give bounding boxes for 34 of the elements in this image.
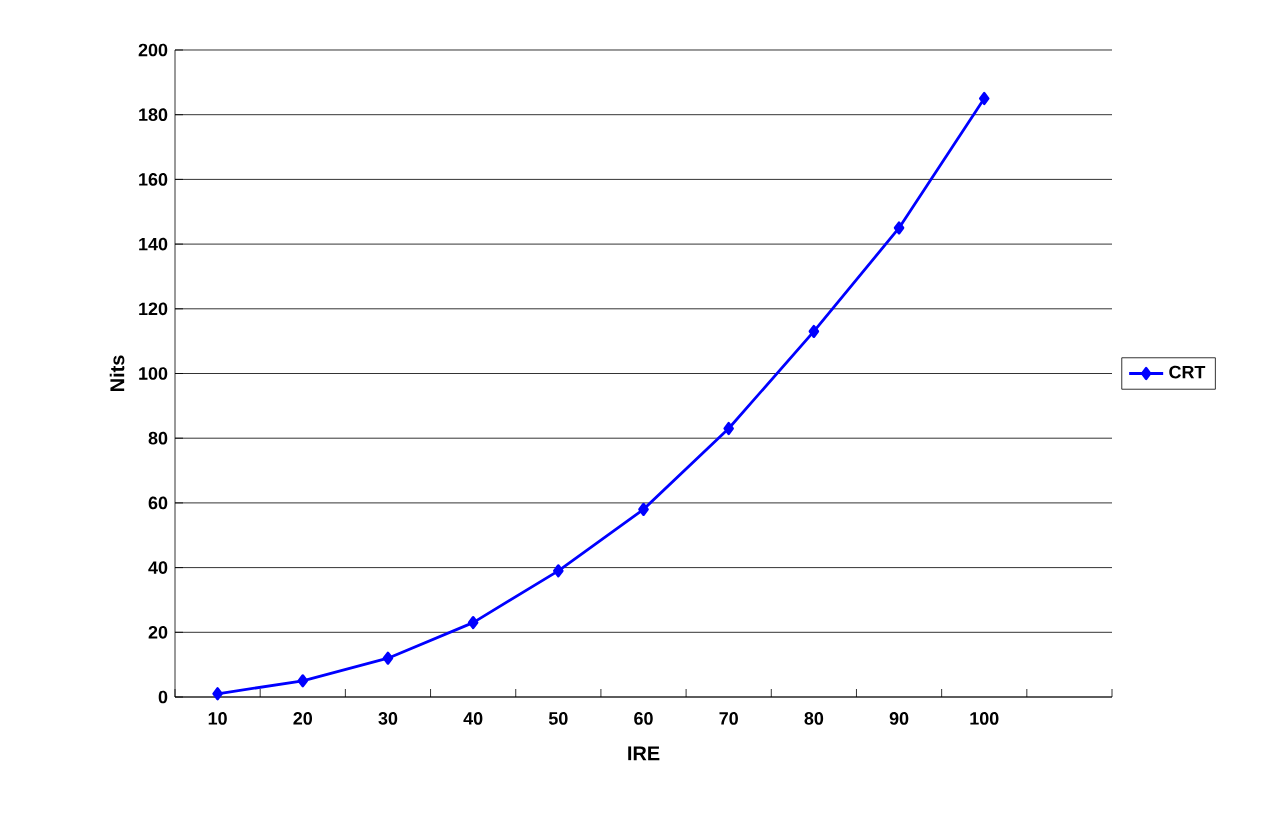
x-tick-label: 50 xyxy=(548,712,568,725)
y-tick-label: 60 xyxy=(148,496,168,510)
y-tick-label: 80 xyxy=(148,431,168,445)
legend-label: CRT xyxy=(1169,365,1206,379)
point xyxy=(638,502,649,516)
x-tick-label: 90 xyxy=(889,712,909,725)
y-tick-label: 140 xyxy=(139,237,168,251)
x-tick-label: 70 xyxy=(719,712,738,725)
point xyxy=(893,221,905,235)
x-tick-label: 10 xyxy=(208,712,227,725)
x-axis-title: IRE xyxy=(628,746,660,761)
point xyxy=(212,687,223,701)
y-axis-title: Nits xyxy=(109,355,125,391)
x-tick-label: 40 xyxy=(463,712,483,725)
x-tick-label: 60 xyxy=(634,712,653,725)
y-tick-label: 120 xyxy=(139,302,168,316)
y-tick-label: 0 xyxy=(158,690,168,704)
point xyxy=(553,564,564,578)
point xyxy=(723,421,734,436)
point xyxy=(382,651,394,665)
x-tick-label: 30 xyxy=(378,712,398,725)
point xyxy=(808,324,820,339)
y-tick-label: 100 xyxy=(139,367,168,380)
y-tick-label: 20 xyxy=(148,625,168,639)
point xyxy=(467,616,479,630)
y-tick-label: 160 xyxy=(139,173,168,186)
y-tick-label: 40 xyxy=(148,561,168,574)
y-tick-label: 180 xyxy=(139,108,168,122)
x-tick-label: 100 xyxy=(970,712,999,725)
x-tick-label: 80 xyxy=(804,712,824,725)
y-tick-label: 200 xyxy=(138,43,168,57)
point xyxy=(297,674,309,688)
point xyxy=(978,91,990,106)
x-tick-label: 20 xyxy=(293,712,313,725)
